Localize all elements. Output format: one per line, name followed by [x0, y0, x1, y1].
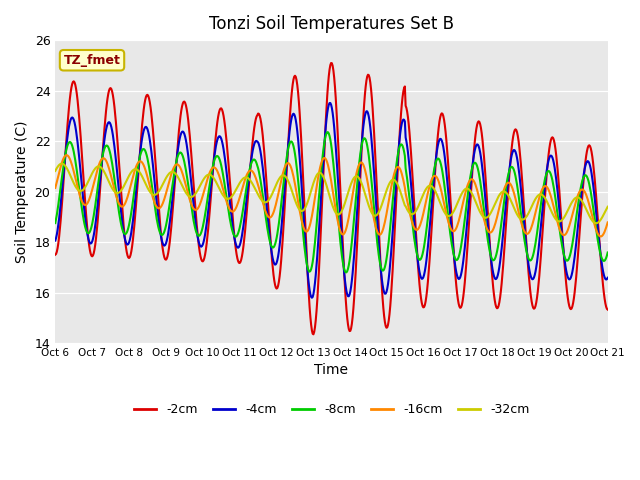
-32cm	[58, 161, 65, 167]
-4cm	[326, 100, 333, 106]
Text: TZ_fmet: TZ_fmet	[63, 54, 120, 67]
-16cm	[51, 185, 59, 191]
-2cm	[400, 85, 408, 91]
-16cm	[399, 177, 407, 183]
Line: -2cm: -2cm	[55, 63, 608, 334]
-32cm	[51, 168, 59, 174]
Line: -4cm: -4cm	[55, 103, 608, 298]
-32cm	[593, 220, 600, 226]
-8cm	[174, 152, 182, 158]
-16cm	[63, 152, 70, 158]
-8cm	[323, 129, 331, 135]
-2cm	[310, 331, 317, 337]
-16cm	[175, 163, 183, 168]
-8cm	[51, 220, 59, 226]
Title: Tonzi Soil Temperatures Set B: Tonzi Soil Temperatures Set B	[209, 15, 454, 33]
-8cm	[417, 257, 424, 263]
-2cm	[204, 234, 211, 240]
Line: -16cm: -16cm	[55, 155, 608, 237]
-8cm	[204, 197, 211, 203]
-32cm	[204, 172, 212, 178]
-4cm	[400, 117, 408, 123]
-32cm	[399, 198, 407, 204]
-4cm	[51, 238, 59, 243]
-32cm	[175, 176, 183, 182]
-8cm	[61, 152, 69, 158]
-16cm	[604, 219, 612, 225]
Line: -32cm: -32cm	[55, 164, 608, 223]
-4cm	[61, 153, 69, 159]
-8cm	[118, 226, 126, 231]
-32cm	[119, 185, 127, 191]
-32cm	[604, 204, 612, 210]
-8cm	[604, 250, 612, 255]
-32cm	[62, 164, 70, 170]
Line: -8cm: -8cm	[55, 132, 608, 272]
-16cm	[204, 174, 212, 180]
-2cm	[174, 135, 182, 141]
-4cm	[308, 295, 316, 300]
-2cm	[51, 252, 59, 258]
-2cm	[604, 307, 612, 312]
-4cm	[417, 273, 424, 278]
-2cm	[61, 153, 69, 159]
-2cm	[327, 60, 335, 66]
-8cm	[342, 269, 349, 275]
-16cm	[415, 224, 423, 229]
X-axis label: Time: Time	[314, 363, 349, 377]
Y-axis label: Soil Temperature (C): Soil Temperature (C)	[15, 120, 29, 263]
-16cm	[597, 234, 605, 240]
-4cm	[174, 144, 182, 150]
-4cm	[604, 275, 612, 281]
Legend: -2cm, -4cm, -8cm, -16cm, -32cm: -2cm, -4cm, -8cm, -16cm, -32cm	[129, 398, 534, 421]
-16cm	[61, 153, 69, 158]
-8cm	[400, 149, 408, 155]
-16cm	[119, 204, 127, 209]
-2cm	[417, 289, 424, 295]
-2cm	[118, 204, 126, 210]
-4cm	[204, 215, 211, 220]
-4cm	[118, 218, 126, 224]
-32cm	[415, 201, 423, 206]
